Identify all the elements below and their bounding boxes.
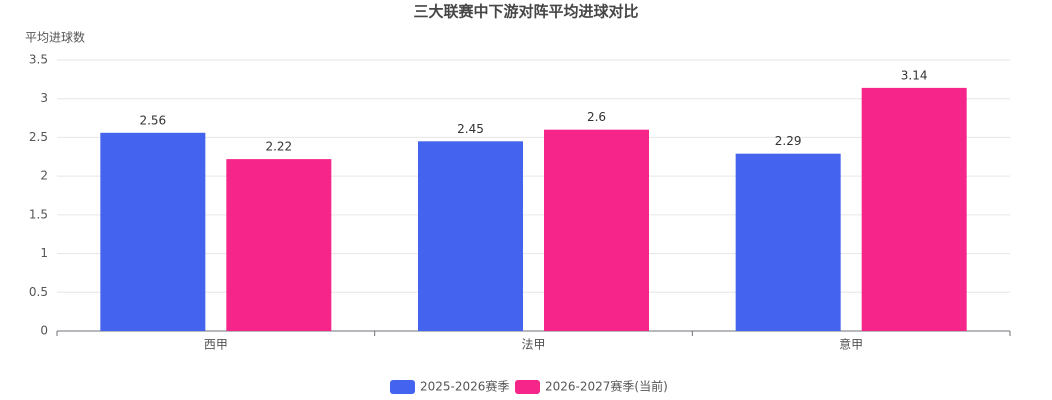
y-tick-label: 0.5 (29, 285, 48, 299)
x-tick-label: 西甲 (204, 338, 228, 352)
chart-title: 三大联赛中下游对阵平均进球对比 (413, 3, 638, 21)
y-tick-label: 0 (40, 324, 48, 338)
legend-label: 2026-2027赛季(当前) (545, 379, 668, 394)
bar (861, 87, 967, 331)
y-tick-label: 3.5 (29, 53, 48, 67)
bar (735, 153, 841, 331)
legend-label: 2025-2026赛季 (420, 379, 509, 394)
value-label: 2.56 (139, 113, 166, 127)
value-label: 2.29 (775, 134, 802, 148)
legend-swatch (515, 380, 540, 394)
value-label: 3.14 (901, 68, 928, 82)
y-tick-label: 2 (40, 169, 48, 183)
bar (226, 159, 332, 331)
legend-swatch (390, 380, 415, 394)
value-label: 2.45 (457, 122, 484, 136)
y-axis-title: 平均进球数 (25, 30, 85, 45)
y-tick-label: 3 (40, 91, 48, 105)
bar (100, 132, 206, 331)
bar (544, 129, 649, 331)
x-tick-label: 法甲 (521, 338, 545, 352)
x-tick-label: 意甲 (839, 337, 863, 352)
y-tick-label: 2.5 (29, 130, 48, 144)
value-label: 2.6 (587, 110, 606, 124)
value-label: 2.22 (265, 140, 292, 154)
bar (418, 141, 523, 331)
y-tick-label: 1 (40, 246, 48, 260)
y-tick-label: 1.5 (29, 207, 48, 221)
